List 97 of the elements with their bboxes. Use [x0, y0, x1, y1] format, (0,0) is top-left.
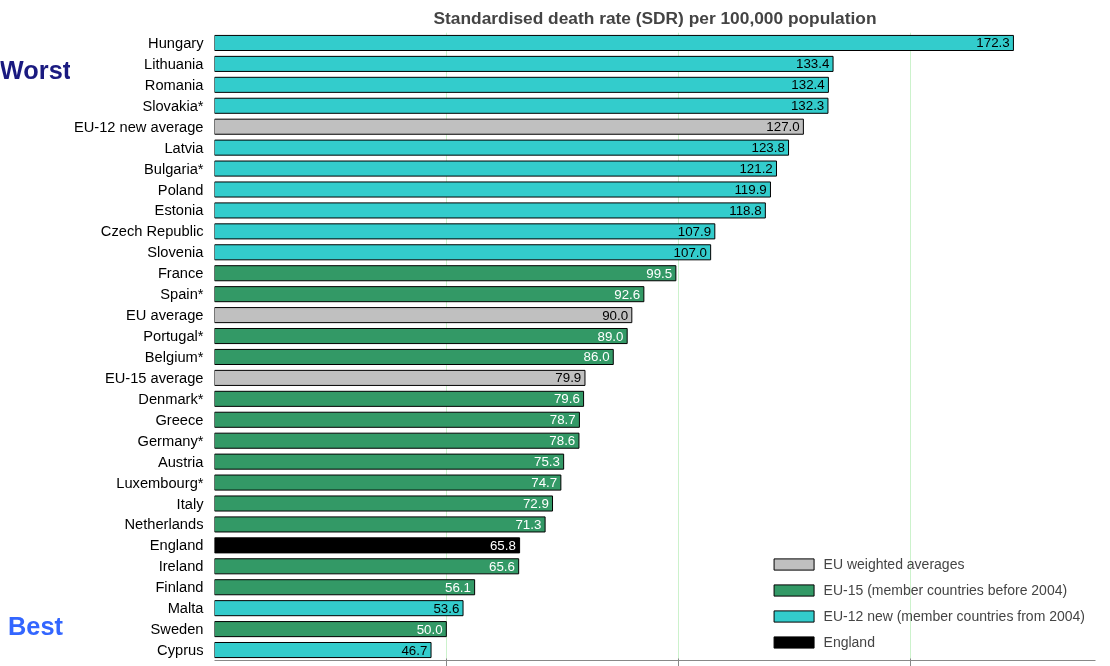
data-label: 121.2 — [739, 161, 773, 177]
y-tick-label: Malta — [167, 600, 205, 617]
data-label: 92.6 — [614, 286, 641, 302]
y-tick-label: Lithuania — [144, 55, 205, 72]
bar — [214, 55, 834, 72]
data-label: 56.1 — [444, 579, 471, 595]
data-label: 46.7 — [401, 642, 428, 658]
bar — [214, 495, 554, 512]
y-tick-label: England — [149, 537, 204, 554]
y-tick-label: Greece — [155, 411, 204, 428]
y-tick-label: Bulgaria* — [144, 160, 204, 177]
data-label: 53.6 — [433, 600, 460, 616]
bar — [214, 97, 829, 114]
bar — [214, 600, 464, 617]
text: Worst — [0, 56, 72, 85]
bar — [214, 34, 1014, 51]
y-tick-label: Slovenia — [147, 244, 205, 261]
bar — [214, 558, 520, 575]
data-label: 65.6 — [489, 558, 515, 574]
bar — [214, 307, 633, 324]
data-label: 118.8 — [729, 202, 762, 218]
y-tick-label: Hungary — [148, 34, 205, 51]
y-tick-label: Estonia — [154, 202, 205, 219]
y-tick-label: Luxembourg* — [116, 474, 204, 491]
data-label: 107.0 — [673, 244, 707, 260]
bar — [214, 160, 777, 177]
bar — [214, 348, 614, 365]
y-tick-label: EU average — [126, 307, 204, 324]
y-tick-label: Sweden — [150, 621, 204, 638]
data-label: 65.8 — [489, 537, 516, 553]
y-tick-label: Denmark* — [138, 390, 204, 407]
y-tick-label: Portugal* — [143, 328, 204, 345]
data-label: 78.7 — [549, 412, 576, 428]
y-tick-label: Spain* — [160, 286, 204, 303]
data-label: 172.3 — [976, 35, 1010, 51]
data-label: 119.9 — [734, 182, 767, 197]
y-tick-label: Latvia — [164, 139, 205, 156]
data-label: 72.9 — [522, 496, 549, 511]
bar — [214, 286, 645, 303]
y-tick-label: Austria — [157, 453, 205, 470]
data-label: 74.7 — [531, 475, 558, 491]
data-label: 107.9 — [677, 223, 712, 239]
y-tick-label: Germany* — [137, 432, 204, 449]
y-tick-label: Ireland — [158, 558, 204, 575]
y-tick-label: Poland — [157, 181, 204, 198]
bar — [214, 411, 580, 428]
bar — [214, 369, 586, 386]
data-label: 79.6 — [553, 391, 580, 407]
y-tick-label: Netherlands — [124, 516, 204, 533]
y-tick-label: France — [157, 265, 204, 282]
bar — [214, 516, 546, 533]
bar — [214, 474, 562, 491]
bar — [214, 118, 804, 135]
legend-label: EU-12 new (member countries from 2004) — [823, 608, 1085, 624]
y-tick-label: Slovakia* — [142, 97, 204, 114]
bar — [214, 621, 447, 638]
bar — [214, 76, 829, 93]
y-tick-label: Czech Republic — [100, 223, 204, 240]
data-label: 89.0 — [597, 328, 624, 344]
bar — [214, 202, 766, 219]
data-label: 127.0 — [766, 119, 800, 135]
y-tick-label: Romania — [144, 76, 205, 93]
legend-label: EU-15 (member countries before 2004) — [823, 582, 1068, 598]
y-tick-label: Cyprus — [157, 642, 204, 659]
data-label: 99.5 — [646, 265, 673, 281]
bar — [214, 265, 677, 282]
legend-label: EU weighted averages — [823, 556, 965, 572]
data-label: 79.9 — [555, 370, 582, 386]
data-label: 86.0 — [583, 349, 610, 365]
bar — [214, 328, 628, 345]
data-label: 90.0 — [602, 307, 629, 323]
y-tick-label: Finland — [155, 579, 204, 596]
bar — [214, 579, 476, 596]
bar — [214, 453, 565, 470]
bar — [214, 244, 712, 261]
bar — [214, 642, 432, 659]
legend-label: England — [823, 634, 875, 650]
y-tick-label: Italy — [176, 495, 205, 512]
bar — [214, 223, 716, 240]
y-tick-label: EU-15 average — [104, 369, 204, 386]
data-label: 132.3 — [790, 98, 825, 114]
data-label: 133.4 — [795, 56, 830, 72]
data-label: 71.3 — [515, 516, 542, 532]
bar — [214, 390, 585, 407]
data-label: 123.8 — [751, 140, 785, 156]
data-label: 78.6 — [549, 433, 576, 449]
bar — [214, 181, 771, 198]
bar — [214, 432, 580, 449]
text: Best — [8, 611, 64, 640]
bar — [214, 537, 521, 554]
y-tick-label: EU-12 new average — [73, 118, 204, 135]
data-label: 75.3 — [534, 454, 560, 470]
bar — [214, 139, 790, 156]
y-tick-label: Belgium* — [144, 348, 204, 365]
data-label: 50.0 — [416, 621, 443, 637]
data-label: 132.4 — [791, 77, 826, 93]
chart-title: Standardised death rate (SDR) per 100,000 population — [433, 7, 877, 28]
